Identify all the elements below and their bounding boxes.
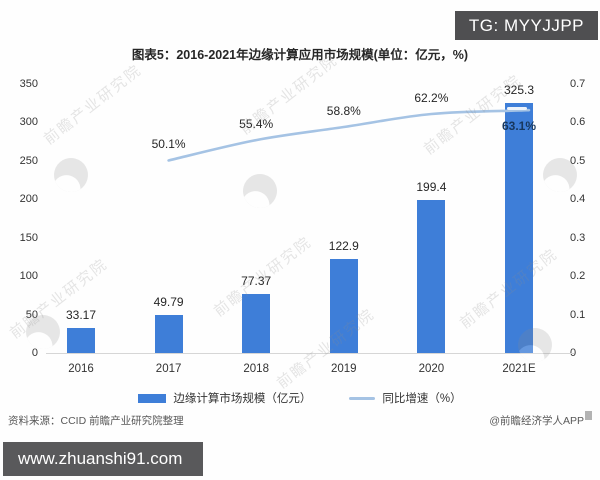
x-axis-line [46,353,574,354]
y-axis-right-tick: 0.6 [570,116,586,129]
y-axis-left-tick: 200 [19,193,38,206]
bar-value-label: 49.79 [153,294,184,309]
x-axis-label-2018: 2018 [243,363,269,375]
source-text: 资料来源：CCID 前瞻产业研究院整理 [8,415,184,427]
growth-rate-label: 63.1% [501,118,537,133]
x-axis-label-2019: 2019 [331,363,357,375]
bar-series-swatch [138,393,167,403]
bar-value-label: 33.17 [65,307,97,322]
website-watermark-bar: www.zhuanshi91.com [3,442,203,476]
growth-rate-label: 50.1% [151,137,186,152]
telegram-contact-badge: TG: MYYJJPP [454,11,598,40]
bar-value-label: 325.3 [503,82,535,97]
growth-rate-label: 62.2% [414,90,449,105]
bar-value-label: 77.37 [241,273,272,288]
bar-value-label: 122.9 [328,238,359,253]
y-axis-right-tick: 0.4 [570,193,586,206]
legend-bar-label: 边缘计算市场规模（亿元） [173,393,312,405]
credit-square-icon [585,411,592,420]
x-axis-label-2017: 2017 [155,363,182,375]
growth-rate-label: 58.8% [326,104,361,119]
legend: 边缘计算市场规模（亿元） 同比增速（%） [0,390,600,406]
line-endcap [507,107,527,110]
x-axis-label-2021E: 2021E [502,363,536,375]
legend-line-label: 同比增速（%） [382,393,462,405]
y-axis-left-tick: 100 [19,270,38,283]
footer-row: 资料来源：CCID 前瞻产业研究院整理 @前瞻经济学人APP [8,411,592,428]
y-axis-left-tick: 300 [19,116,38,129]
line-series-swatch [349,396,376,400]
bar-2017 [154,314,183,353]
y-axis-right-tick: 0.1 [570,308,586,321]
x-axis-label-2020: 2020 [418,363,445,375]
legend-item-bar: 边缘计算市场规模（亿元） [138,390,311,406]
y-axis-left-tick: 350 [19,78,38,90]
bar-2019 [329,258,358,353]
y-axis-right-tick: 0.2 [570,270,586,283]
credit-label: @前瞻经济学人APP [489,415,584,427]
y-axis-left-tick: 50 [25,308,38,321]
credit-text: @前瞻经济学人APP [489,411,592,428]
y-axis-right-tick: 0.3 [570,231,586,244]
y-axis-left-tick: 0 [31,347,38,359]
y-axis-right-tick: 0.7 [570,78,586,90]
bar-2020 [417,199,446,353]
y-axis-left-tick: 150 [19,231,38,244]
bar-2018 [242,293,271,353]
x-axis-label-2016: 2016 [68,363,94,375]
chart-title: 图表5：2016-2021年边缘计算应用市场规模(单位：亿元，%) [131,48,469,62]
y-axis-right-tick: 0.5 [570,154,586,167]
bar-value-label: 199.4 [416,179,447,194]
y-axis-left-tick: 250 [19,154,38,167]
bar-2021E [505,102,533,353]
growth-rate-label: 55.4% [239,117,274,132]
y-axis-right-tick: 0 [570,346,600,360]
bar-2016 [67,327,95,353]
legend-item-line: 同比增速（%） [349,390,462,406]
